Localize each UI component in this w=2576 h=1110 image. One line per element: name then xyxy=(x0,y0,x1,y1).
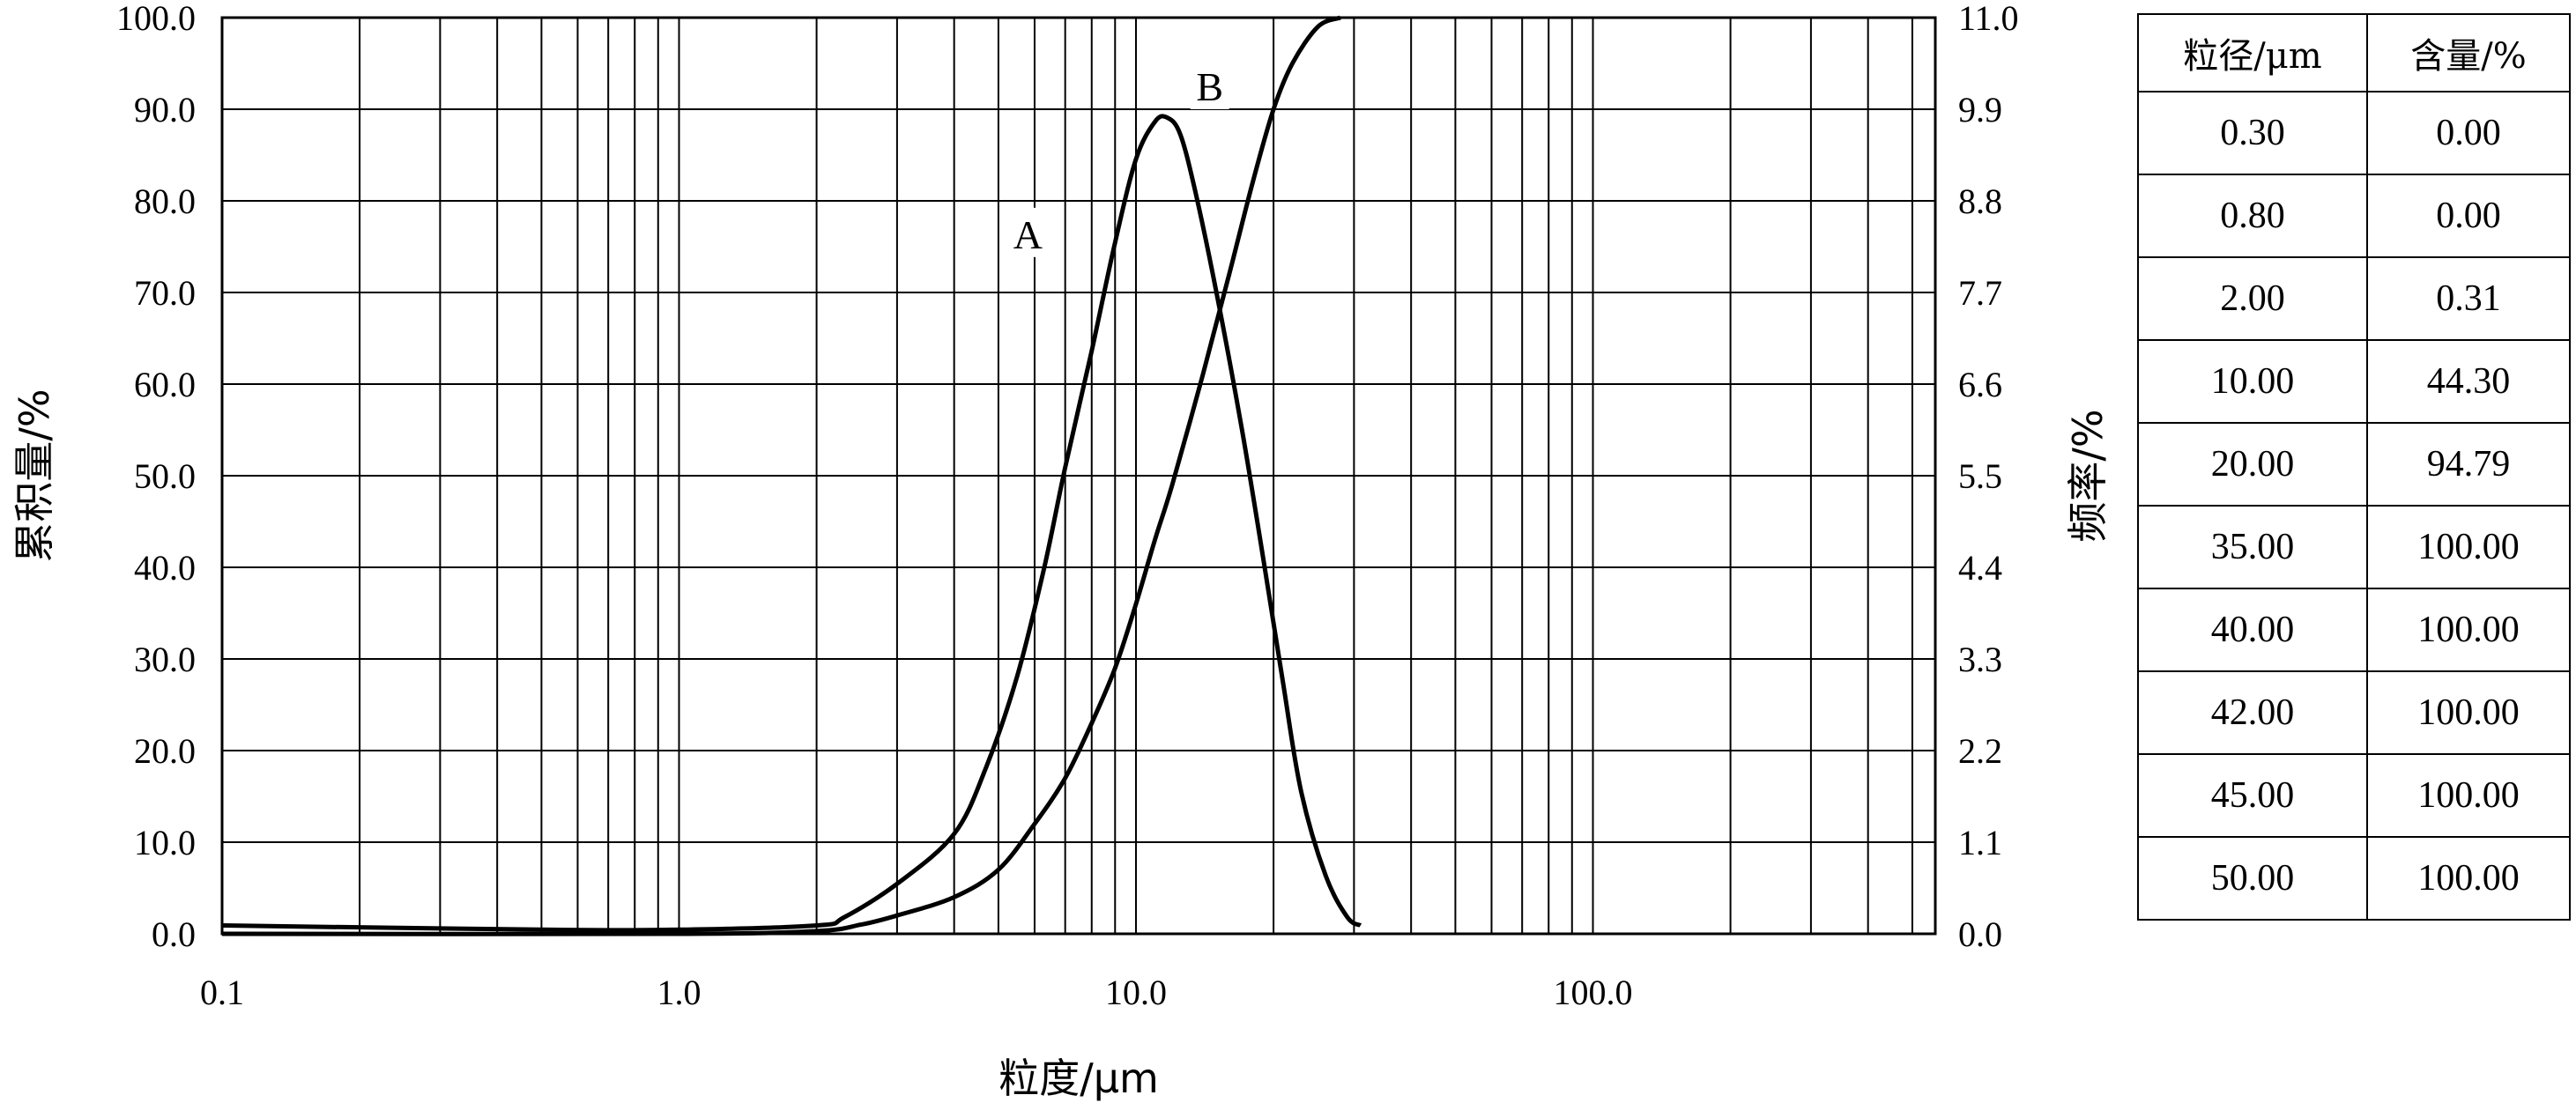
y-right-tick-label: 3.3 xyxy=(1958,640,2002,679)
cell-particle-size: 40.00 xyxy=(2137,588,2368,672)
cell-particle-size: 10.00 xyxy=(2137,339,2368,424)
y-right-tick-label: 7.7 xyxy=(1958,273,2002,313)
curve-label-a: A xyxy=(1013,212,1043,257)
cell-particle-size: 50.00 xyxy=(2137,836,2368,921)
y-left-tick-label: 60.0 xyxy=(134,365,196,404)
y-right-tick-label: 4.4 xyxy=(1958,548,2002,588)
curve-label-b: B xyxy=(1196,64,1223,109)
cell-particle-size: 35.00 xyxy=(2137,505,2368,589)
y-right-tick-label: 1.1 xyxy=(1958,823,2002,862)
y-right-tick-label: 2.2 xyxy=(1958,731,2002,771)
y-left-tick-label: 50.0 xyxy=(134,456,196,496)
cell-particle-size: 0.30 xyxy=(2137,91,2368,175)
header-content: 含量/% xyxy=(2366,13,2571,92)
y-left-tick-label: 70.0 xyxy=(134,273,196,313)
curve-b xyxy=(221,15,1341,936)
table-row: 50.00 100.00 xyxy=(2137,836,2571,921)
header-particle-size: 粒径/μm xyxy=(2137,13,2368,92)
table-row: 45.00 100.00 xyxy=(2137,753,2571,838)
table-row: 2.00 0.31 xyxy=(2137,256,2571,341)
x-tick-label: 10.0 xyxy=(1105,973,1167,1012)
table-header-row: 粒径/μm 含量/% xyxy=(2137,13,2571,92)
curve-a xyxy=(221,114,1362,933)
cell-content: 44.30 xyxy=(2366,339,2571,424)
y-left-tick-label: 10.0 xyxy=(134,823,196,862)
cell-particle-size: 45.00 xyxy=(2137,753,2368,838)
tick-labels: 0.1 1.0 10.0 100.0 0.0 10.0 20.0 30.0 40.0 50.0 60… xyxy=(116,0,2019,1012)
cell-particle-size: 42.00 xyxy=(2137,670,2368,755)
cell-content: 94.79 xyxy=(2366,422,2571,507)
y-left-tick-label: 40.0 xyxy=(134,548,196,588)
y-right-tick-label: 0.0 xyxy=(1958,914,2002,954)
x-tick-label: 1.0 xyxy=(657,973,702,1012)
curve-label-bg xyxy=(1190,60,1229,109)
y-axis-right-title: 频率/% xyxy=(2064,409,2112,542)
cell-particle-size: 0.80 xyxy=(2137,174,2368,258)
cell-content: 100.00 xyxy=(2366,753,2571,838)
y-right-tick-label: 6.6 xyxy=(1958,365,2002,404)
cell-content: 0.31 xyxy=(2366,256,2571,341)
y-left-tick-label: 100.0 xyxy=(116,0,196,38)
x-tick-label: 100.0 xyxy=(1554,973,1633,1012)
curve-label-bg xyxy=(1008,207,1048,257)
x-axis-title: 粒度/μm xyxy=(998,1054,1159,1102)
cell-content: 0.00 xyxy=(2366,91,2571,175)
curves: AB xyxy=(221,15,1362,936)
y-right-tick-label: 11.0 xyxy=(1958,0,2019,38)
table-row: 35.00 100.00 xyxy=(2137,505,2571,589)
grid xyxy=(222,18,1935,934)
size-distribution-table: 粒径/μm 含量/% 0.30 0.00 0.80 0.00 2.00 0.31 10.00… xyxy=(2137,13,2571,921)
plot-frame xyxy=(220,16,1937,936)
table-row: 42.00 100.00 xyxy=(2137,670,2571,755)
y-right-tick-label: 8.8 xyxy=(1958,181,2002,221)
y-left-tick-label: 0.0 xyxy=(152,914,196,954)
y-left-tick-label: 20.0 xyxy=(134,731,196,771)
y-left-tick-label: 30.0 xyxy=(134,640,196,679)
cell-content: 100.00 xyxy=(2366,836,2571,921)
y-left-tick-label: 80.0 xyxy=(134,181,196,221)
cell-particle-size: 2.00 xyxy=(2137,256,2368,341)
y-right-tick-label: 5.5 xyxy=(1958,456,2002,496)
table-row: 20.00 94.79 xyxy=(2137,422,2571,507)
y-right-tick-label: 9.9 xyxy=(1958,90,2002,130)
cell-particle-size: 20.00 xyxy=(2137,422,2368,507)
cell-content: 100.00 xyxy=(2366,670,2571,755)
table-row: 10.00 44.30 xyxy=(2137,339,2571,424)
cell-content: 100.00 xyxy=(2366,505,2571,589)
table-row: 40.00 100.00 xyxy=(2137,588,2571,672)
table-row: 0.30 0.00 xyxy=(2137,91,2571,175)
y-left-tick-label: 90.0 xyxy=(134,90,196,130)
x-tick-label: 0.1 xyxy=(200,973,244,1012)
y-axis-left-title: 累积量/% xyxy=(11,388,58,562)
table-row: 0.80 0.00 xyxy=(2137,174,2571,258)
cell-content: 100.00 xyxy=(2366,588,2571,672)
cell-content: 0.00 xyxy=(2366,174,2571,258)
